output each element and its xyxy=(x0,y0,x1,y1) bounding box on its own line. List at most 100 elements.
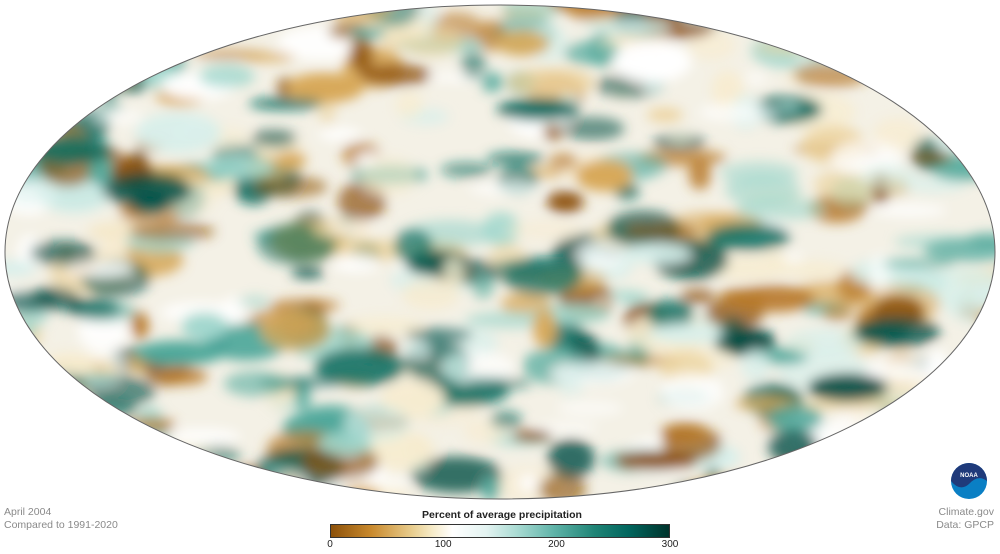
anomaly-patch xyxy=(27,5,93,10)
anomaly-patch xyxy=(507,67,594,97)
anomaly-patch xyxy=(795,5,874,22)
anomaly-patch xyxy=(855,5,936,35)
anomaly-patch xyxy=(39,79,98,117)
anomaly-patch xyxy=(318,127,362,141)
anomaly-patch xyxy=(5,450,56,475)
anomaly-patch xyxy=(679,11,770,25)
anomaly-patch xyxy=(744,72,768,85)
anomaly-patch xyxy=(646,299,694,329)
credit-data: Data: GPCP xyxy=(936,519,994,531)
anomaly-patch xyxy=(5,359,61,397)
anomaly-patch xyxy=(5,397,36,432)
anomaly-patch xyxy=(5,43,27,57)
anomaly-patch xyxy=(283,5,306,16)
anomaly-patch xyxy=(253,175,328,198)
precipitation-map xyxy=(4,4,996,500)
anomaly-patch xyxy=(767,404,823,433)
anomaly-patch xyxy=(321,490,360,499)
anomaly-patch xyxy=(65,72,83,100)
anomaly-patch xyxy=(130,312,149,340)
anomaly-patch xyxy=(240,52,295,63)
anomaly-patch xyxy=(326,222,379,235)
anomaly-patch xyxy=(5,373,71,411)
anomaly-patch xyxy=(787,5,859,27)
anomaly-patch xyxy=(467,377,533,390)
anomaly-patch xyxy=(777,471,857,484)
anomaly-patch xyxy=(133,340,225,366)
anomaly-patch xyxy=(928,385,995,396)
anomaly-patch xyxy=(99,71,116,102)
anomaly-patch xyxy=(931,135,989,153)
anomaly-patch xyxy=(181,312,229,340)
anomaly-patch xyxy=(776,101,800,113)
anomaly-patch xyxy=(318,432,373,456)
anomaly-patch xyxy=(250,129,297,148)
anomaly-patch xyxy=(777,260,846,279)
anomaly-patch xyxy=(885,417,970,428)
anomaly-patch xyxy=(822,304,854,323)
anomaly-patch xyxy=(771,5,829,22)
anomaly-patch xyxy=(962,104,995,123)
anomaly-patch xyxy=(858,44,911,58)
anomaly-patch xyxy=(755,41,833,54)
anomaly-patch xyxy=(490,411,523,429)
legend-tick: 100 xyxy=(434,539,452,550)
anomaly-patch xyxy=(486,152,545,166)
anomaly-patch xyxy=(148,13,202,28)
caption-date: April 2004 xyxy=(4,506,52,518)
credits: Climate.gov Data: GPCP xyxy=(936,506,994,532)
anomaly-patch xyxy=(126,417,176,433)
anomaly-patch xyxy=(55,451,132,485)
anomaly-patch xyxy=(532,308,557,348)
anomaly-patch xyxy=(543,124,563,140)
anomaly-patch xyxy=(911,399,952,412)
anomaly-patch xyxy=(16,5,39,33)
anomaly-patch xyxy=(938,29,964,64)
anomaly-patch xyxy=(719,317,747,350)
anomaly-patch xyxy=(314,347,405,387)
anomaly-patch xyxy=(785,328,864,357)
anomaly-patch xyxy=(5,53,72,84)
anomaly-patch xyxy=(777,468,845,499)
anomaly-patch xyxy=(793,61,869,88)
anomaly-patch xyxy=(908,149,952,166)
anomaly-patch xyxy=(40,49,95,64)
legend-title: Percent of average precipitation xyxy=(422,509,582,521)
anomaly-patch xyxy=(30,240,97,266)
anomaly-patch xyxy=(704,467,722,499)
anomaly-patch xyxy=(916,59,995,101)
legend-tick: 200 xyxy=(548,539,565,550)
anomaly-patch xyxy=(718,288,766,308)
anomaly-patch xyxy=(698,103,779,123)
anomaly-patch xyxy=(619,243,692,264)
anomaly-patch xyxy=(149,451,180,461)
anomaly-patch xyxy=(861,458,932,494)
anomaly-patch xyxy=(159,367,208,386)
anomaly-patch xyxy=(904,16,928,32)
anomaly-patch xyxy=(410,456,502,493)
anomaly-patch xyxy=(557,375,585,397)
anomaly-patch xyxy=(74,302,138,322)
anomaly-patch xyxy=(511,430,553,442)
anomaly-patch xyxy=(346,316,425,335)
anomaly-patch xyxy=(495,31,550,56)
anomaly-patch xyxy=(538,473,587,499)
color-legend: Percent of average precipitation 0 100 2… xyxy=(327,509,678,550)
anomaly-patch xyxy=(5,46,86,62)
anomaly-patch xyxy=(871,204,948,217)
anomaly-patch xyxy=(5,29,38,62)
anomaly-patch xyxy=(882,258,955,269)
anomaly-patch xyxy=(404,327,473,342)
anomaly-patch xyxy=(872,117,922,152)
anomaly-patch xyxy=(442,353,468,381)
anomaly-patch xyxy=(935,52,995,68)
anomaly-patch xyxy=(898,444,952,462)
anomaly-patch xyxy=(332,254,380,273)
anomaly-patch xyxy=(94,36,127,79)
anomaly-patch xyxy=(546,191,584,213)
anomaly-patch xyxy=(81,478,108,499)
anomaly-patch xyxy=(5,390,22,415)
anomaly-patch xyxy=(162,428,241,445)
anomaly-patch xyxy=(115,9,202,38)
caption-baseline: Compared to 1991-2020 xyxy=(4,519,118,531)
